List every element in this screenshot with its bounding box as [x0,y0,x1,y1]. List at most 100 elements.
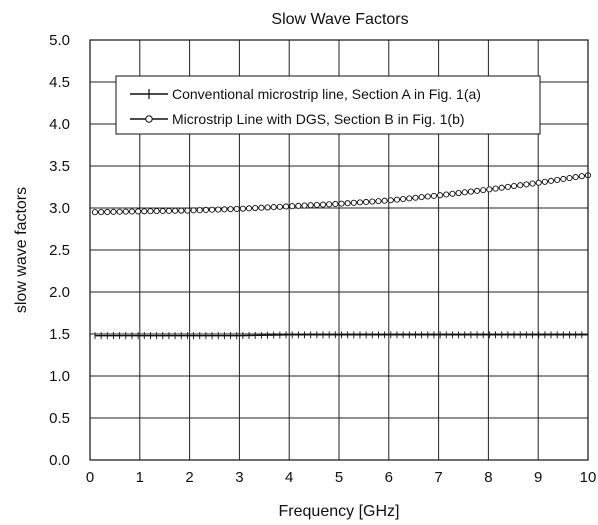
series-2-point [517,182,524,189]
series-2-point [252,204,259,212]
legend-label: Microstrip Line with DGS, Section B in F… [172,111,465,127]
legend-box [115,75,541,135]
series-2-point [363,198,370,206]
series-2-point [165,207,172,214]
series-2-point [209,206,216,213]
series-2-point [554,176,561,183]
series-1 [94,331,589,340]
series-2-point [245,205,253,212]
series-2-point [289,203,296,210]
series-2-point [393,196,401,203]
series-2-point [486,186,493,193]
series-2-point [282,203,290,210]
legend-item-2: Microstrip Line with DGS, Section B in F… [130,111,465,127]
series-2-point [443,191,450,198]
series-2-point [467,188,474,195]
series-2-point [295,202,302,209]
y-tick-label: 3.0 [49,200,70,217]
x-tick-label: 8 [484,469,492,486]
series-2-point [196,207,203,214]
series-2-point [381,197,388,204]
series-2-point [184,207,191,214]
series-2-point [356,199,364,206]
series-2-point [221,206,228,213]
x-tick-label: 6 [385,469,393,486]
series-2-point [474,187,481,194]
series-2-point [215,206,222,213]
series-2-point [535,179,542,186]
series-2-point [141,208,148,215]
series-2-point [350,199,357,206]
series-2-point [332,200,339,208]
legend: Conventional microstrip line, Section A … [115,75,541,135]
series-2-point [541,178,548,185]
series-2-point [270,204,277,211]
legend-label: Conventional microstrip line, Section A … [172,86,481,102]
y-ticks: 0.0 0.5 1.0 1.5 2.0 2.5 3.0 3.5 4.0 4.5 5.0 [49,32,70,469]
series-2-point [424,193,431,200]
x-ticks: 0 1 2 3 4 5 6 7 8 9 10 [86,469,597,486]
y-tick-label: 2.5 [49,242,70,259]
y-tick-label: 4.0 [49,116,70,133]
series-2-point [369,198,376,205]
x-tick-label: 1 [136,469,144,486]
y-tick-label: 0.0 [49,452,70,469]
series-2-point [276,203,283,210]
series-2-point [98,209,105,216]
series-1-line [94,334,588,337]
series-2-point [492,185,499,192]
series-2-point [122,208,129,215]
series-2-point [110,208,117,215]
series-2-point [412,194,419,201]
series-2-point [461,189,468,196]
series-2-point [430,192,437,199]
x-axis-label: Frequency [GHz] [279,503,400,520]
series-2-point [307,202,314,209]
plot-frame [89,39,589,461]
series-2-point [178,207,185,214]
series-2-point [547,177,555,184]
series-2-point [313,201,320,208]
series-2-point [116,208,123,215]
legend-item-1: Conventional microstrip line, Section A … [130,86,481,102]
series-2-point [264,204,271,211]
series-2-point [455,189,462,197]
series-2-point [480,187,487,194]
series-2-point [153,208,160,215]
series-2-point [227,206,234,213]
series-2-point [578,173,585,180]
series-2-point [449,190,456,197]
series-2-point [301,202,308,209]
series-2-point [406,195,413,202]
x-tick-label: 7 [434,469,442,486]
y-tick-label: 1.0 [49,368,70,385]
x-tick-label: 2 [185,469,193,486]
series-2-point [233,205,240,212]
x-tick-label: 3 [235,469,243,486]
series-2-point [319,201,327,208]
series-2-point [504,183,511,190]
x-tick-label: 0 [86,469,94,486]
series-2-point [258,204,265,211]
series-2-point [529,180,536,187]
x-tick-label: 9 [534,469,542,486]
series-2 [91,172,592,216]
y-tick-label: 5.0 [49,32,70,49]
legend-marker [145,115,153,123]
y-tick-label: 0.5 [49,410,70,427]
series-2-point [128,208,136,215]
x-tick-label: 10 [580,469,597,486]
series-2-point [400,195,407,203]
series-2-point [572,174,579,181]
y-axis-label: slow wave factors [13,187,30,313]
series-2-point [344,200,351,207]
y-tick-label: 3.5 [49,158,70,175]
series-2-point [135,208,142,215]
series-2-point [418,194,425,201]
series-2-point [437,192,444,199]
series-2-point [147,208,154,215]
x-tick-label: 4 [285,469,293,486]
series-2-point [560,175,567,183]
series-2-point [510,183,518,190]
